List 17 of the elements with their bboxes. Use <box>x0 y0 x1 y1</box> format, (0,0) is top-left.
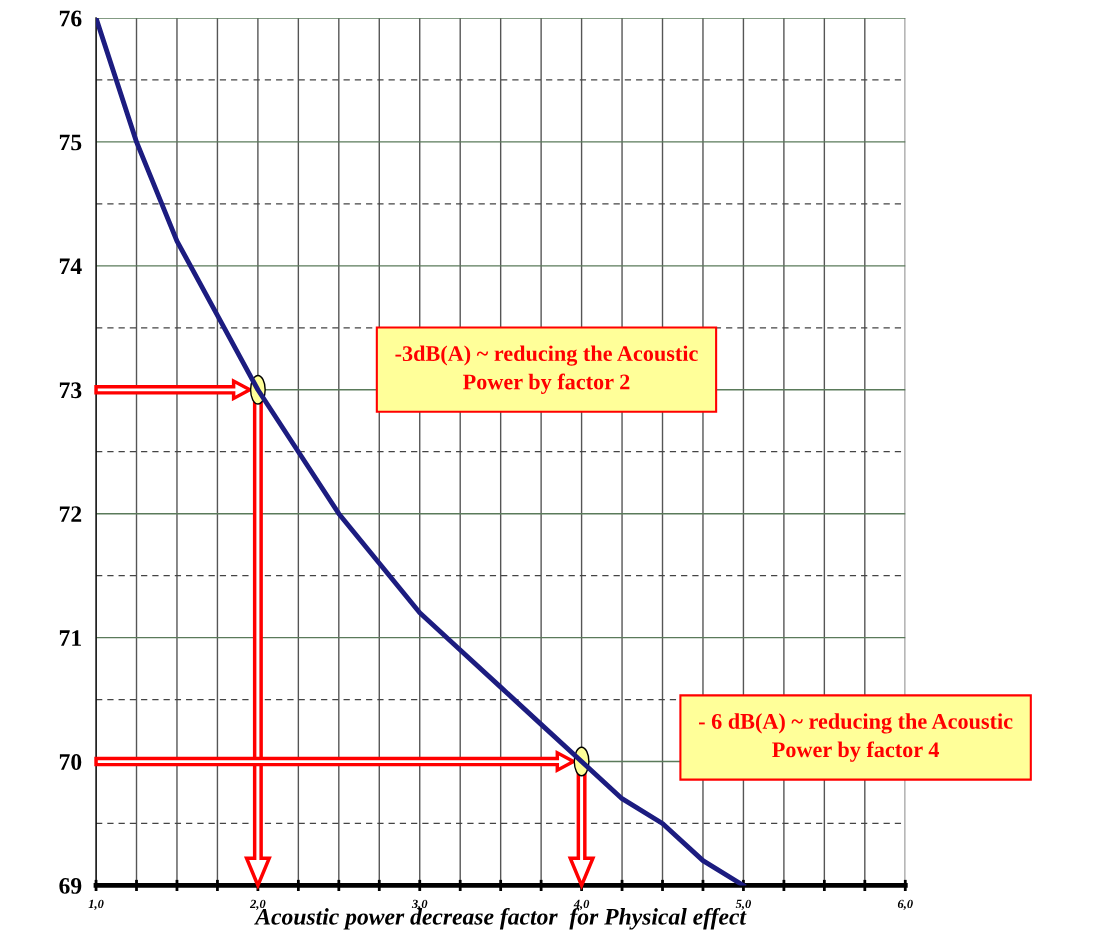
annotation: -3dB(A) ~ reducing the Acoustic Power by factor 2 <box>395 345 698 395</box>
y-tick-label: 74 <box>59 258 82 275</box>
y-tick-label: 75 <box>59 134 82 151</box>
x-tick-label: 6,0 <box>897 899 913 910</box>
x-tick-label: 3,0 <box>411 899 428 910</box>
y-tick-label: 71 <box>59 630 81 646</box>
x-tick-label: 2,0 <box>249 899 266 910</box>
y-tick-label: 76 <box>59 10 82 27</box>
y-tick-label: 69 <box>59 877 82 894</box>
y-tick-label: 72 <box>59 506 82 522</box>
annotation: - 6 dB(A) ~ reducing the Acoustic Power by factor 4 <box>698 713 1013 762</box>
x-tick-label: 4,0 <box>573 899 590 910</box>
x-tick-label: 1,0 <box>88 899 104 910</box>
y-tick-label: 70 <box>59 754 82 770</box>
x-tick-label: 5,0 <box>735 899 752 910</box>
y-tick-label: 73 <box>59 382 82 399</box>
x-axis-title: Acoustic power decrease factor for Physical effect <box>254 907 747 930</box>
